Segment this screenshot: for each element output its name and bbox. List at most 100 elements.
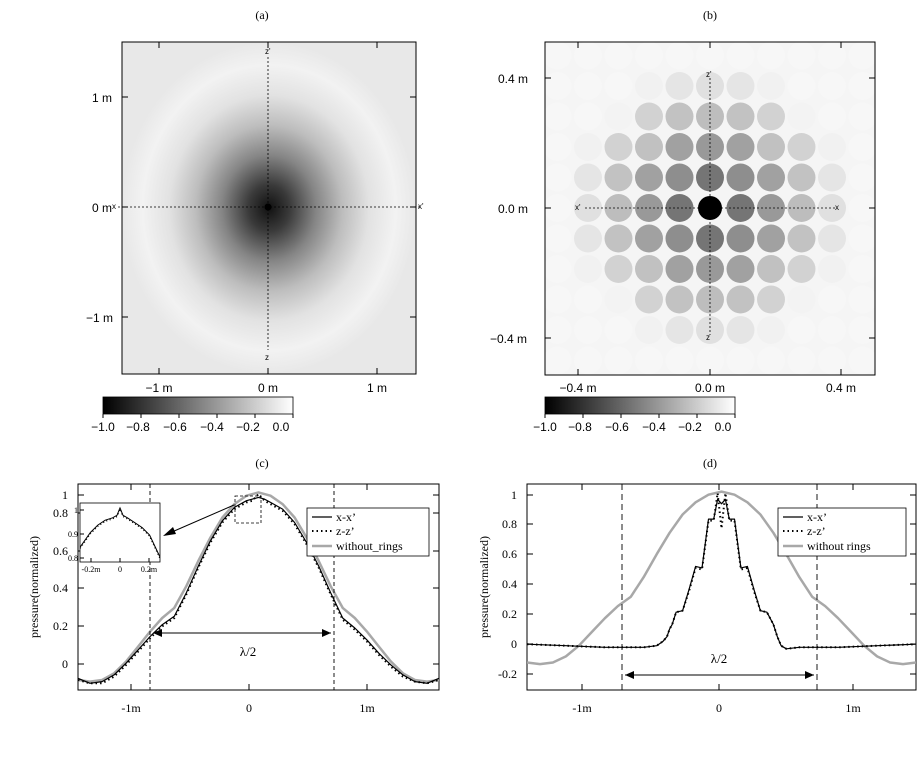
ring-cell	[665, 255, 694, 283]
ring-cell	[604, 346, 633, 375]
panel-b-colorbar	[544, 396, 736, 415]
ring-cell	[574, 285, 602, 314]
inset-line	[80, 506, 160, 558]
ring-cell	[604, 316, 633, 344]
ring-cell	[635, 255, 663, 283]
ring-cell	[757, 255, 785, 283]
ring-cell	[545, 224, 572, 253]
panel-b-colorbar-label: −0.8	[568, 420, 592, 434]
panel-d: (d) λ/2 x-x’ z-z’ without rings pressure…	[477, 456, 917, 715]
panel-c-ytick-label: 0.2	[53, 619, 68, 633]
panel-c-zoom-arrow	[164, 504, 235, 536]
panel-d-lambda-arrowhead-left	[625, 671, 634, 679]
panel-d-ylabel: pressure(normalized)	[477, 536, 491, 638]
panel-b-colorbar-label: 0.0	[715, 420, 732, 434]
ring-cell	[545, 72, 572, 100]
ring-cell	[696, 102, 724, 131]
ring-cell	[574, 133, 602, 161]
panel-d-lambda-arrowhead-right	[805, 671, 814, 679]
ring-cell	[635, 11, 663, 39]
ring-cell	[726, 194, 755, 222]
ring-cell	[818, 72, 846, 100]
ring-cell	[849, 11, 877, 39]
panel-c-inset-series	[80, 506, 160, 559]
ring-cell	[605, 11, 633, 39]
ring-cell	[513, 133, 541, 161]
panel-d-ytick-label: 1	[511, 488, 517, 502]
ring-cell	[757, 133, 785, 161]
panel-c-ytick-label: 1	[62, 488, 68, 502]
series-line-0	[78, 496, 439, 684]
panel-c-legend-box	[306, 507, 430, 557]
ring-cell	[574, 255, 602, 283]
ring-cell	[879, 225, 907, 253]
ring-cell	[757, 346, 785, 375]
ring-cell	[848, 42, 875, 70]
ring-cell	[696, 42, 724, 70]
panel-a-label: (a)	[255, 8, 268, 22]
panel-b-ytick-label: 0.4 m	[498, 72, 528, 86]
ring-cell	[635, 42, 663, 70]
ring-cell	[726, 285, 755, 314]
ring-cell	[665, 72, 694, 100]
panel-a-colorbar-label: −1.0	[91, 420, 115, 434]
ring-cell	[818, 316, 846, 344]
ring-cell	[879, 377, 907, 405]
panel-c-inset-xtick-label: 0.2m	[141, 565, 158, 574]
ring-cell	[818, 133, 846, 161]
ring-cell	[848, 224, 875, 253]
panel-c-zoom-box	[234, 495, 262, 524]
panel-c-ytick-label: 0.8	[53, 506, 68, 520]
ring-cell	[757, 42, 785, 70]
ring-cell	[879, 316, 907, 344]
ring-cell	[757, 285, 785, 314]
ring-cell	[788, 11, 816, 39]
ring-cell	[848, 285, 875, 314]
ring-cell	[848, 194, 875, 222]
ring-cell	[545, 163, 572, 192]
series-line-2	[527, 490, 916, 666]
panel-b-xtick-label: 0.0 m	[695, 381, 725, 395]
ring-cell	[545, 42, 572, 70]
ring-cell	[513, 11, 541, 39]
ring-cell	[787, 163, 816, 192]
ring-cell	[574, 346, 602, 375]
ring-cell	[604, 72, 633, 100]
ring-cell	[726, 133, 755, 161]
panel-d-ytick-label: 0.4	[502, 577, 517, 591]
panel-b-x-start-label: x'	[575, 203, 581, 212]
ring-cell	[545, 255, 572, 283]
ring-cell	[726, 224, 755, 253]
panel-c-inset-xtick-label: 0	[118, 565, 122, 574]
panel-c-ytick-label: 0.6	[53, 544, 68, 558]
panel-d-xtick-label: 0	[716, 701, 722, 715]
panel-d-ytick-label: 0.2	[502, 607, 517, 621]
panel-b-xtick-label: −0.4 m	[559, 381, 596, 395]
ring-cell	[635, 72, 663, 100]
panel-d-legend-label: x-x’	[807, 510, 827, 524]
ring-cell	[787, 316, 816, 344]
ring-cell	[665, 316, 694, 344]
panel-a-xtick-label: 0 m	[258, 381, 278, 395]
ring-cell	[513, 255, 541, 283]
panel-c-inset-xtick-label: -0.2m	[82, 565, 102, 574]
ring-cell	[635, 163, 663, 192]
ring-cell	[726, 255, 755, 283]
ring-cell	[574, 224, 602, 253]
panel-a-center-dot	[264, 203, 272, 211]
ring-cell	[787, 102, 816, 131]
ring-cell	[574, 11, 602, 39]
ring-cell	[513, 42, 541, 70]
ring-cell	[848, 346, 875, 375]
ring-cell	[665, 163, 694, 192]
ring-cell	[574, 102, 602, 131]
ring-cell	[604, 102, 633, 131]
ring-cell	[696, 255, 724, 283]
ring-cell	[604, 255, 633, 283]
panel-d-legend-label: z-z’	[807, 524, 826, 538]
ring-cell	[574, 42, 602, 70]
ring-cell	[757, 316, 785, 344]
panel-c-ylabel: pressure(normalized)	[27, 536, 41, 638]
panel-b-z-bottom-label: z	[706, 333, 710, 342]
ring-cell	[818, 224, 846, 253]
